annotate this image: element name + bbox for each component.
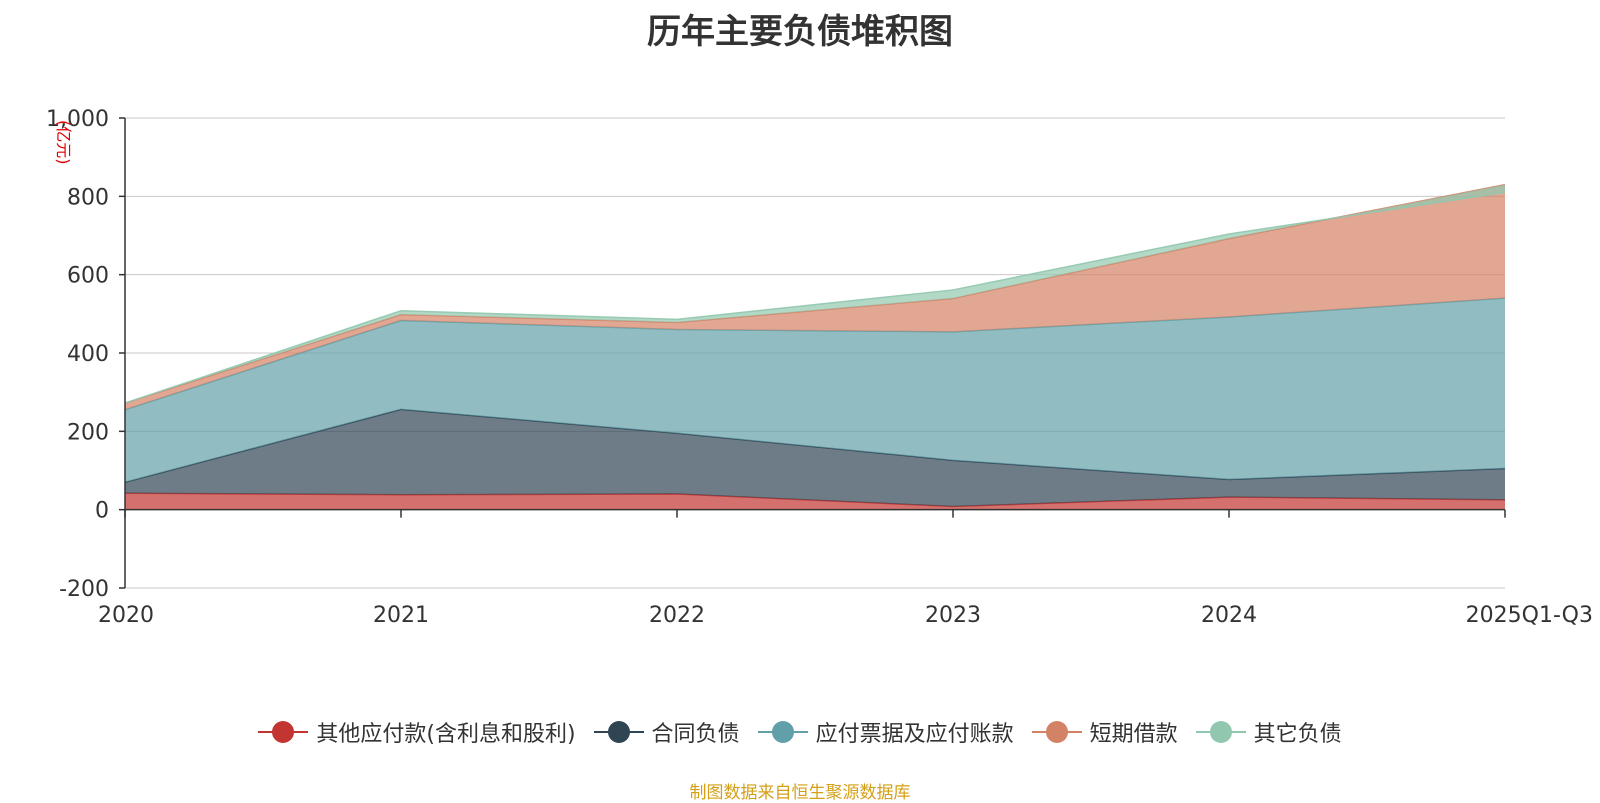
area-series-2 — [125, 409, 1505, 507]
legend-item-5[interactable]: 其它负债 — [1195, 716, 1342, 748]
axes: -200 0 200 400 600 800 1,000 2020 2021 2022 2023 20… — [46, 107, 1593, 628]
legend-marker — [258, 720, 309, 744]
y-axis-unit-label: (亿元) — [54, 120, 73, 165]
legend-marker — [757, 720, 808, 744]
legend-marker — [1031, 720, 1082, 744]
source-note: 制图数据来自恒生聚源数据库 — [689, 783, 911, 803]
legend-label: 短期借款 — [1089, 722, 1178, 747]
area-series-line-5 — [124, 191, 1506, 404]
x-tick-label: 2023 — [925, 603, 981, 628]
legend-item-4[interactable]: 短期借款 — [1031, 716, 1178, 748]
area-series-3 — [125, 298, 1505, 483]
x-tick-label: 2020 — [98, 603, 154, 628]
legend-label: 应付票据及应付账款 — [815, 722, 1014, 747]
area-series-4 — [125, 184, 1505, 410]
legend-item-1[interactable]: 其他应付款(含利息和股利) — [258, 716, 576, 748]
stacked-areas — [124, 183, 1506, 510]
y-tick-label: 800 — [67, 185, 109, 210]
y-tick-label: 1,000 — [46, 107, 109, 132]
legend-label: 合同负债 — [651, 722, 740, 747]
y-tick-label: 200 — [67, 420, 109, 445]
y-tick-label: 400 — [67, 342, 109, 367]
y-tick-label: 0 — [95, 499, 109, 524]
legend-marker — [593, 720, 644, 744]
chart-title: 历年主要负债堆积图 — [647, 12, 953, 52]
x-tick-label: 2024 — [1201, 603, 1257, 628]
legend: 其他应付款(含利息和股利) 合同负债 应付票据及应付账款 短期借款 其它负债 — [0, 716, 1600, 748]
legend-item-3[interactable]: 应付票据及应付账款 — [757, 716, 1014, 748]
x-tick-label: 2021 — [373, 603, 429, 628]
area-series-1 — [125, 493, 1505, 510]
legend-label: 其它负债 — [1253, 722, 1342, 747]
legend-label: 其他应付款(含利息和股利) — [316, 722, 576, 747]
legend-marker — [1195, 720, 1246, 744]
y-tick-label: -200 — [59, 577, 109, 602]
x-tick-label: 2025Q1-Q3 — [1466, 603, 1593, 628]
x-tick-label: 2022 — [649, 603, 705, 628]
y-tick-label: 600 — [67, 264, 109, 289]
legend-item-2[interactable]: 合同负债 — [593, 716, 740, 748]
